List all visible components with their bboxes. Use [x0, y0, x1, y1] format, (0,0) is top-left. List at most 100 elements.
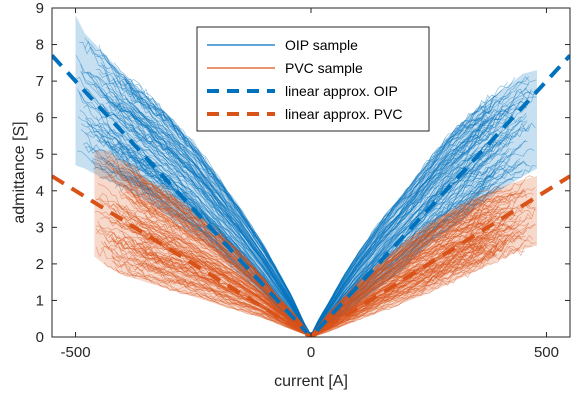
pvc-sample-trace-right [310, 235, 526, 337]
oip-sample-trace-left [98, 123, 312, 337]
pvc-sample-trace-right [310, 210, 483, 336]
oip-sample-trace-right [310, 102, 488, 336]
oip-sample-trace-left [93, 83, 312, 336]
oip-sample-trace-right [310, 186, 484, 337]
oip-sample-trace-left [100, 133, 312, 337]
pvc-sample-trace-right [310, 215, 520, 336]
oip-sample-trace-right [310, 120, 500, 336]
oip-sample-trace-left [91, 122, 312, 337]
pvc-sample-trace-left [137, 179, 312, 336]
oip-sample-trace-left [98, 44, 312, 336]
oip-sample-trace-left [75, 76, 312, 336]
pvc-sample-trace-left [107, 247, 312, 337]
oip-sample-trace-left [80, 92, 312, 336]
pvc-sample-trace-right [310, 245, 533, 337]
pvc-sample-trace-right [310, 187, 525, 336]
oip-sample-trace-right [310, 91, 533, 336]
oip-sample-trace-left [91, 160, 312, 337]
x-tick-label: 0 [307, 344, 315, 361]
pvc-sample-trace-left [99, 200, 312, 336]
pvc-sample-trace-left [123, 217, 312, 336]
pvc-sample-trace-right [310, 202, 529, 336]
pvc-sample-trace-right [310, 207, 505, 336]
pvc-sample-trace-right [310, 244, 484, 337]
pvc-sample-trace-left [103, 262, 312, 337]
oip-sample-trace-left [129, 101, 312, 336]
oip-sample-trace-right [310, 109, 493, 336]
oip-sample-trace-left [76, 88, 312, 337]
pvc-sample-trace-left [111, 253, 312, 337]
pvc-sample-trace-right [310, 235, 505, 337]
pvc-sample-trace-left [146, 209, 312, 336]
oip-sample-trace-right [310, 169, 496, 337]
pvc-sample-trace-left [138, 269, 312, 337]
oip-sample-trace-right [310, 103, 529, 336]
oip-sample-trace-right [310, 169, 489, 337]
pvc-sample-trace-left [95, 246, 312, 337]
pvc-sample-trace-right [310, 211, 506, 336]
pvc-sample-trace-right [310, 223, 510, 337]
oip-sample-trace-right [310, 104, 487, 336]
oip-sample-trace-right [310, 139, 527, 337]
y-tick-label: 0 [36, 329, 44, 346]
oip-sample-trace-right [310, 124, 495, 336]
pvc-sample-trace-left [134, 199, 312, 336]
linear-approx-pvc-line [52, 174, 570, 337]
oip-sample-trace-left [133, 109, 312, 336]
pvc-sample-trace-left [115, 251, 312, 337]
pvc-sample-trace-left [100, 216, 312, 337]
oip-sample-trace-left [126, 172, 312, 337]
oip-sample-trace-left [129, 123, 312, 336]
oip-sample-trace-left [95, 75, 312, 336]
pvc-sample-trace-left [125, 196, 312, 336]
oip-sample-trace-left [133, 159, 312, 337]
oip-sample-trace-left [115, 169, 312, 337]
oip-sample-trace-left [127, 143, 312, 337]
oip-sample-trace-left [129, 169, 312, 337]
pvc-sample-trace-left [123, 176, 312, 336]
oip-sample-trace-right [310, 159, 481, 337]
pvc-sample-trace-right [310, 202, 536, 336]
oip-sample-trace-right [310, 150, 510, 337]
pvc-sample-trace-left [132, 254, 312, 337]
oip-sample-trace-left [82, 142, 312, 337]
pvc-sample-trace-left [120, 218, 312, 337]
oip-sample-band-left [75, 15, 311, 337]
pvc-sample-trace-left [130, 177, 312, 336]
oip-sample-trace-right [310, 161, 528, 337]
oip-sample-trace-right [310, 162, 523, 337]
pvc-sample-trace-right [310, 225, 485, 336]
oip-sample-trace-right [310, 102, 525, 336]
oip-sample-trace-right [310, 77, 516, 336]
pvc-sample-trace-right [310, 214, 513, 336]
pvc-sample-trace-left [123, 193, 312, 336]
pvc-sample-trace-right [310, 241, 482, 337]
pvc-sample-trace-left [140, 236, 312, 337]
pvc-sample-trace-right [310, 245, 498, 337]
pvc-sample-trace-left [110, 206, 312, 336]
legend-linear-approx-oip-label: linear approx. OIP [285, 83, 398, 99]
oip-sample-trace-left [105, 94, 312, 336]
pvc-sample-trace-right [310, 192, 534, 336]
pvc-sample-trace-right [310, 207, 514, 336]
pvc-sample-trace-left [145, 215, 312, 336]
y-tick-label: 2 [36, 256, 44, 273]
pvc-sample-trace-right [310, 242, 488, 337]
pvc-sample-trace-left [111, 220, 312, 337]
oip-sample-trace-left [115, 95, 312, 336]
pvc-sample-trace-right [310, 235, 490, 337]
oip-sample-trace-right [310, 105, 511, 336]
linear-approx-oip-line [52, 54, 570, 337]
oip-sample-trace-left [85, 145, 312, 337]
oip-sample-trace-right [310, 119, 507, 336]
oip-sample-trace-left [87, 80, 312, 336]
pvc-sample-trace-right [310, 232, 482, 336]
oip-sample-trace-left [94, 155, 312, 337]
oip-sample-trace-left [100, 62, 312, 336]
oip-sample-trace-left [113, 62, 312, 336]
pvc-sample-trace-right [310, 239, 536, 337]
oip-sample-trace-right [310, 116, 509, 336]
pvc-sample-trace-right [310, 190, 528, 336]
oip-sample-trace-right [310, 181, 498, 337]
oip-sample-trace-left [86, 71, 312, 336]
